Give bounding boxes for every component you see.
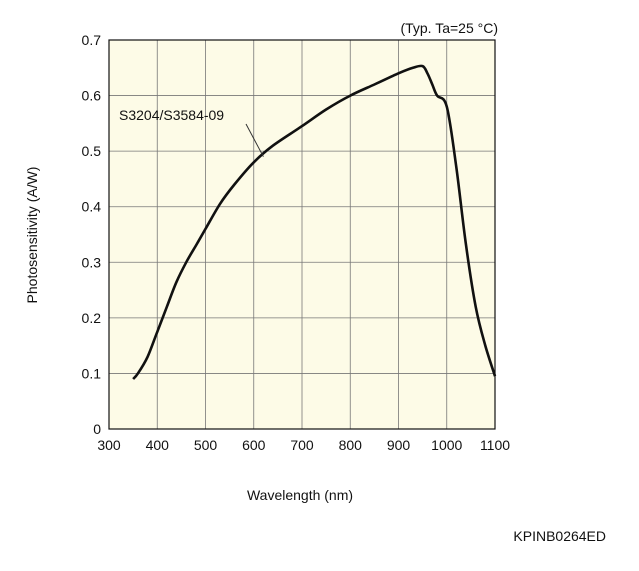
series-line xyxy=(132,64,497,380)
y-tick-label: 0.6 xyxy=(82,88,102,104)
x-tick-label: 900 xyxy=(387,437,411,453)
x-axis-ticks: 300 400 500 600 700 800 900 1000 1100 xyxy=(97,437,510,453)
x-axis-label: Wavelength (nm) xyxy=(246,487,354,503)
x-tick-label: 300 xyxy=(97,437,121,453)
y-tick-label: 0.7 xyxy=(82,32,102,48)
y-axis-ticks: 0 0.1 0.2 0.3 0.4 0.5 0.6 0.7 xyxy=(82,32,102,437)
annotation-leader xyxy=(245,123,264,157)
y-axis-label: Photosensitivity (A/W) xyxy=(24,166,40,304)
x-tick-label: 500 xyxy=(194,437,218,453)
series-annotation-label: S3204/S3584-09 xyxy=(119,107,224,123)
x-tick-label: 700 xyxy=(290,437,314,453)
figure-id: KPINB0264ED xyxy=(513,528,606,544)
y-tick-label: 0 xyxy=(93,421,101,437)
x-tick-label: 1000 xyxy=(431,437,462,453)
x-tick-label: 400 xyxy=(146,437,170,453)
y-tick-label: 0.5 xyxy=(82,143,102,159)
x-tick-label: 800 xyxy=(339,437,363,453)
measurement-condition: (Typ. Ta=25 °C) xyxy=(400,20,498,36)
x-tick-label: 600 xyxy=(242,437,266,453)
y-tick-label: 0.1 xyxy=(82,365,102,381)
plot-border xyxy=(108,39,496,430)
y-tick-label: 0.4 xyxy=(82,199,102,215)
y-tick-label: 0.3 xyxy=(82,254,102,270)
x-tick-label: 1100 xyxy=(480,437,510,453)
y-tick-label: 0.2 xyxy=(82,310,102,326)
